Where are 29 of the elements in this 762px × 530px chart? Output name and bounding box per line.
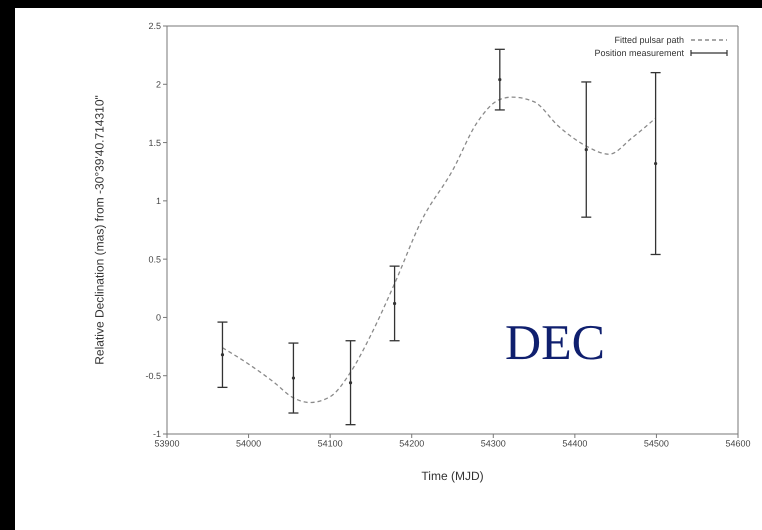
x-tick-label: 54000	[236, 438, 262, 448]
x-tick-label: 54300	[480, 438, 506, 448]
point	[498, 78, 502, 82]
x-tick-label: 53900	[154, 438, 180, 448]
y-tick-label: -1	[152, 429, 161, 440]
y-tick-label: 1	[156, 196, 161, 206]
x-tick-label: 54100	[318, 438, 343, 448]
x-tick-label: 54500	[644, 438, 669, 448]
x-axis-title: Time (MJD)	[421, 469, 484, 483]
y-tick-label: 2	[156, 79, 161, 90]
point	[654, 162, 658, 166]
line-series	[222, 96, 656, 404]
y-tick-label: 1.5	[148, 138, 161, 148]
legend-label: Position measurement	[594, 48, 684, 58]
y-tick-label: 0	[156, 312, 161, 323]
x-tick-label: 54200	[399, 438, 424, 448]
y-tick-label: -0.5	[145, 370, 161, 381]
y-tick-label: 2.5	[148, 21, 161, 32]
point	[348, 381, 352, 384]
point	[220, 353, 224, 356]
point	[392, 302, 396, 306]
x-tick-label: 54600	[725, 438, 751, 448]
annotation: DEC	[505, 313, 605, 371]
y-tick-label: 0.5	[148, 254, 161, 264]
legend-label: Fitted pulsar path	[614, 34, 684, 44]
x-tick-label: 54400	[562, 438, 588, 448]
point	[584, 148, 588, 152]
y-axis-title: Relative Declination (mas) from -30°39'40.714310"	[92, 95, 106, 365]
point	[292, 376, 296, 380]
